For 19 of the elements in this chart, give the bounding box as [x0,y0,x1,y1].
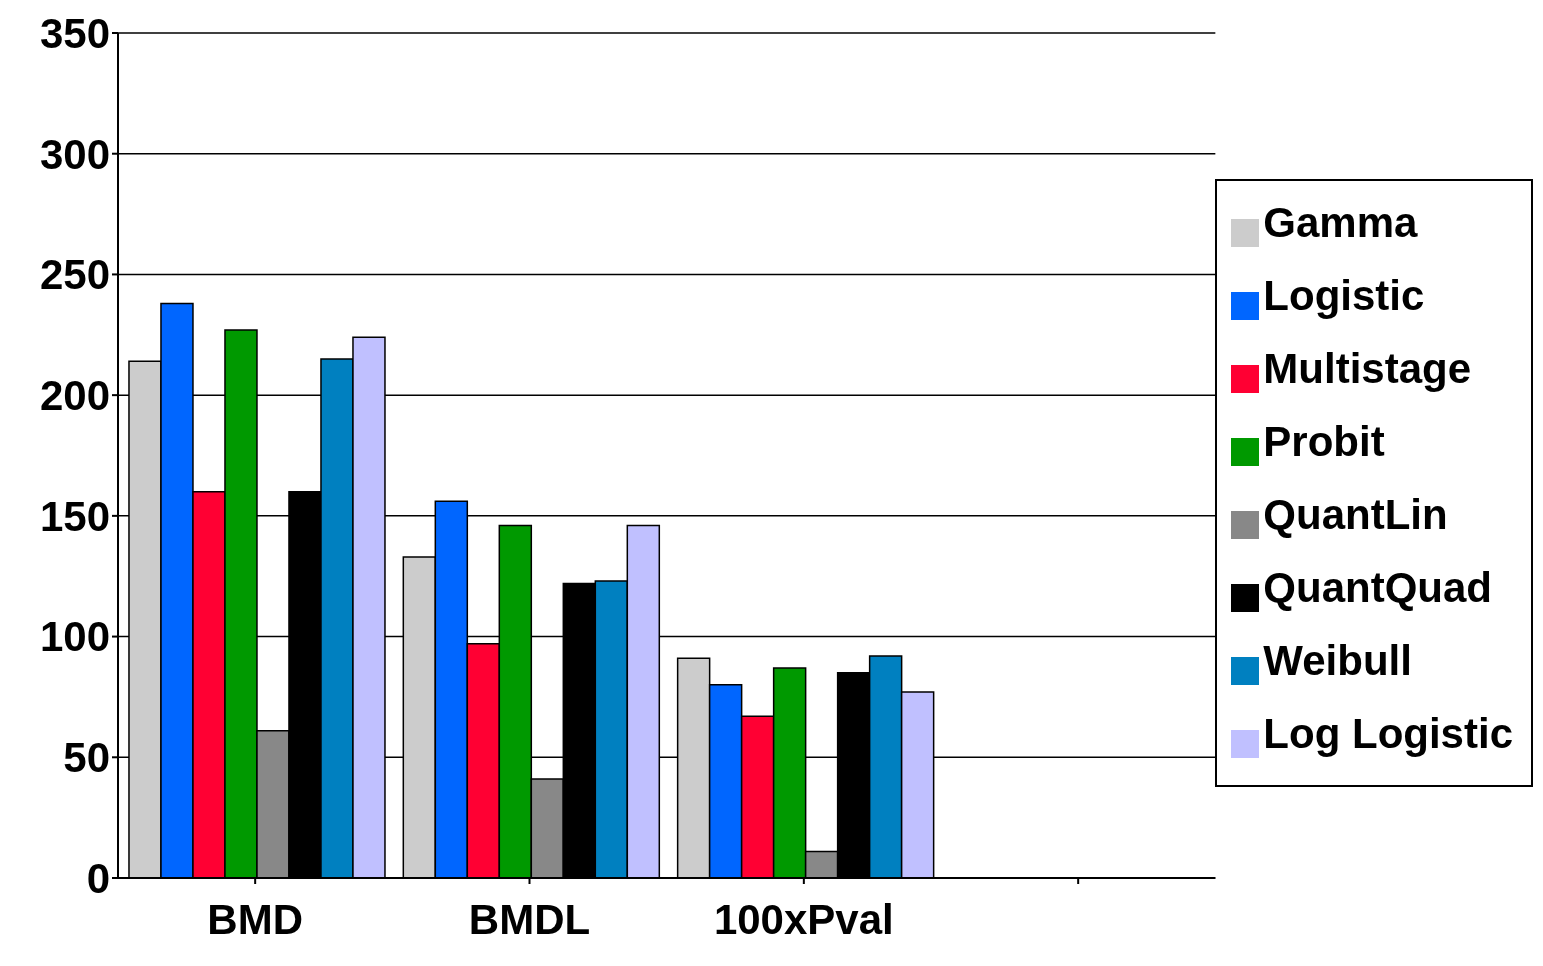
legend-label: Log Logistic [1263,710,1513,757]
legend-label: Gamma [1263,199,1418,246]
y-tick-label: 50 [63,734,110,782]
y-tick-label: 250 [39,251,110,299]
x-tick-label: 100xPval [713,895,894,943]
y-tick-label: 300 [39,130,110,178]
x-tick-label: BMD [207,895,303,943]
legend-label: Probit [1263,418,1385,465]
x-tick-label: BMDL [468,895,591,943]
y-tick-label: 200 [39,372,110,420]
legend-label: Logistic [1263,272,1425,319]
y-tick-label: 350 [39,9,110,57]
legend-label: Multistage [1263,345,1472,392]
y-tick-label: 150 [39,492,110,540]
y-tick-label: 0 [86,854,110,902]
legend-label: QuantLin [1263,491,1448,538]
legend-label: Weibull [1263,637,1412,684]
y-tick-label: 100 [39,613,110,661]
legend-label: QuantQuad [1263,564,1493,611]
